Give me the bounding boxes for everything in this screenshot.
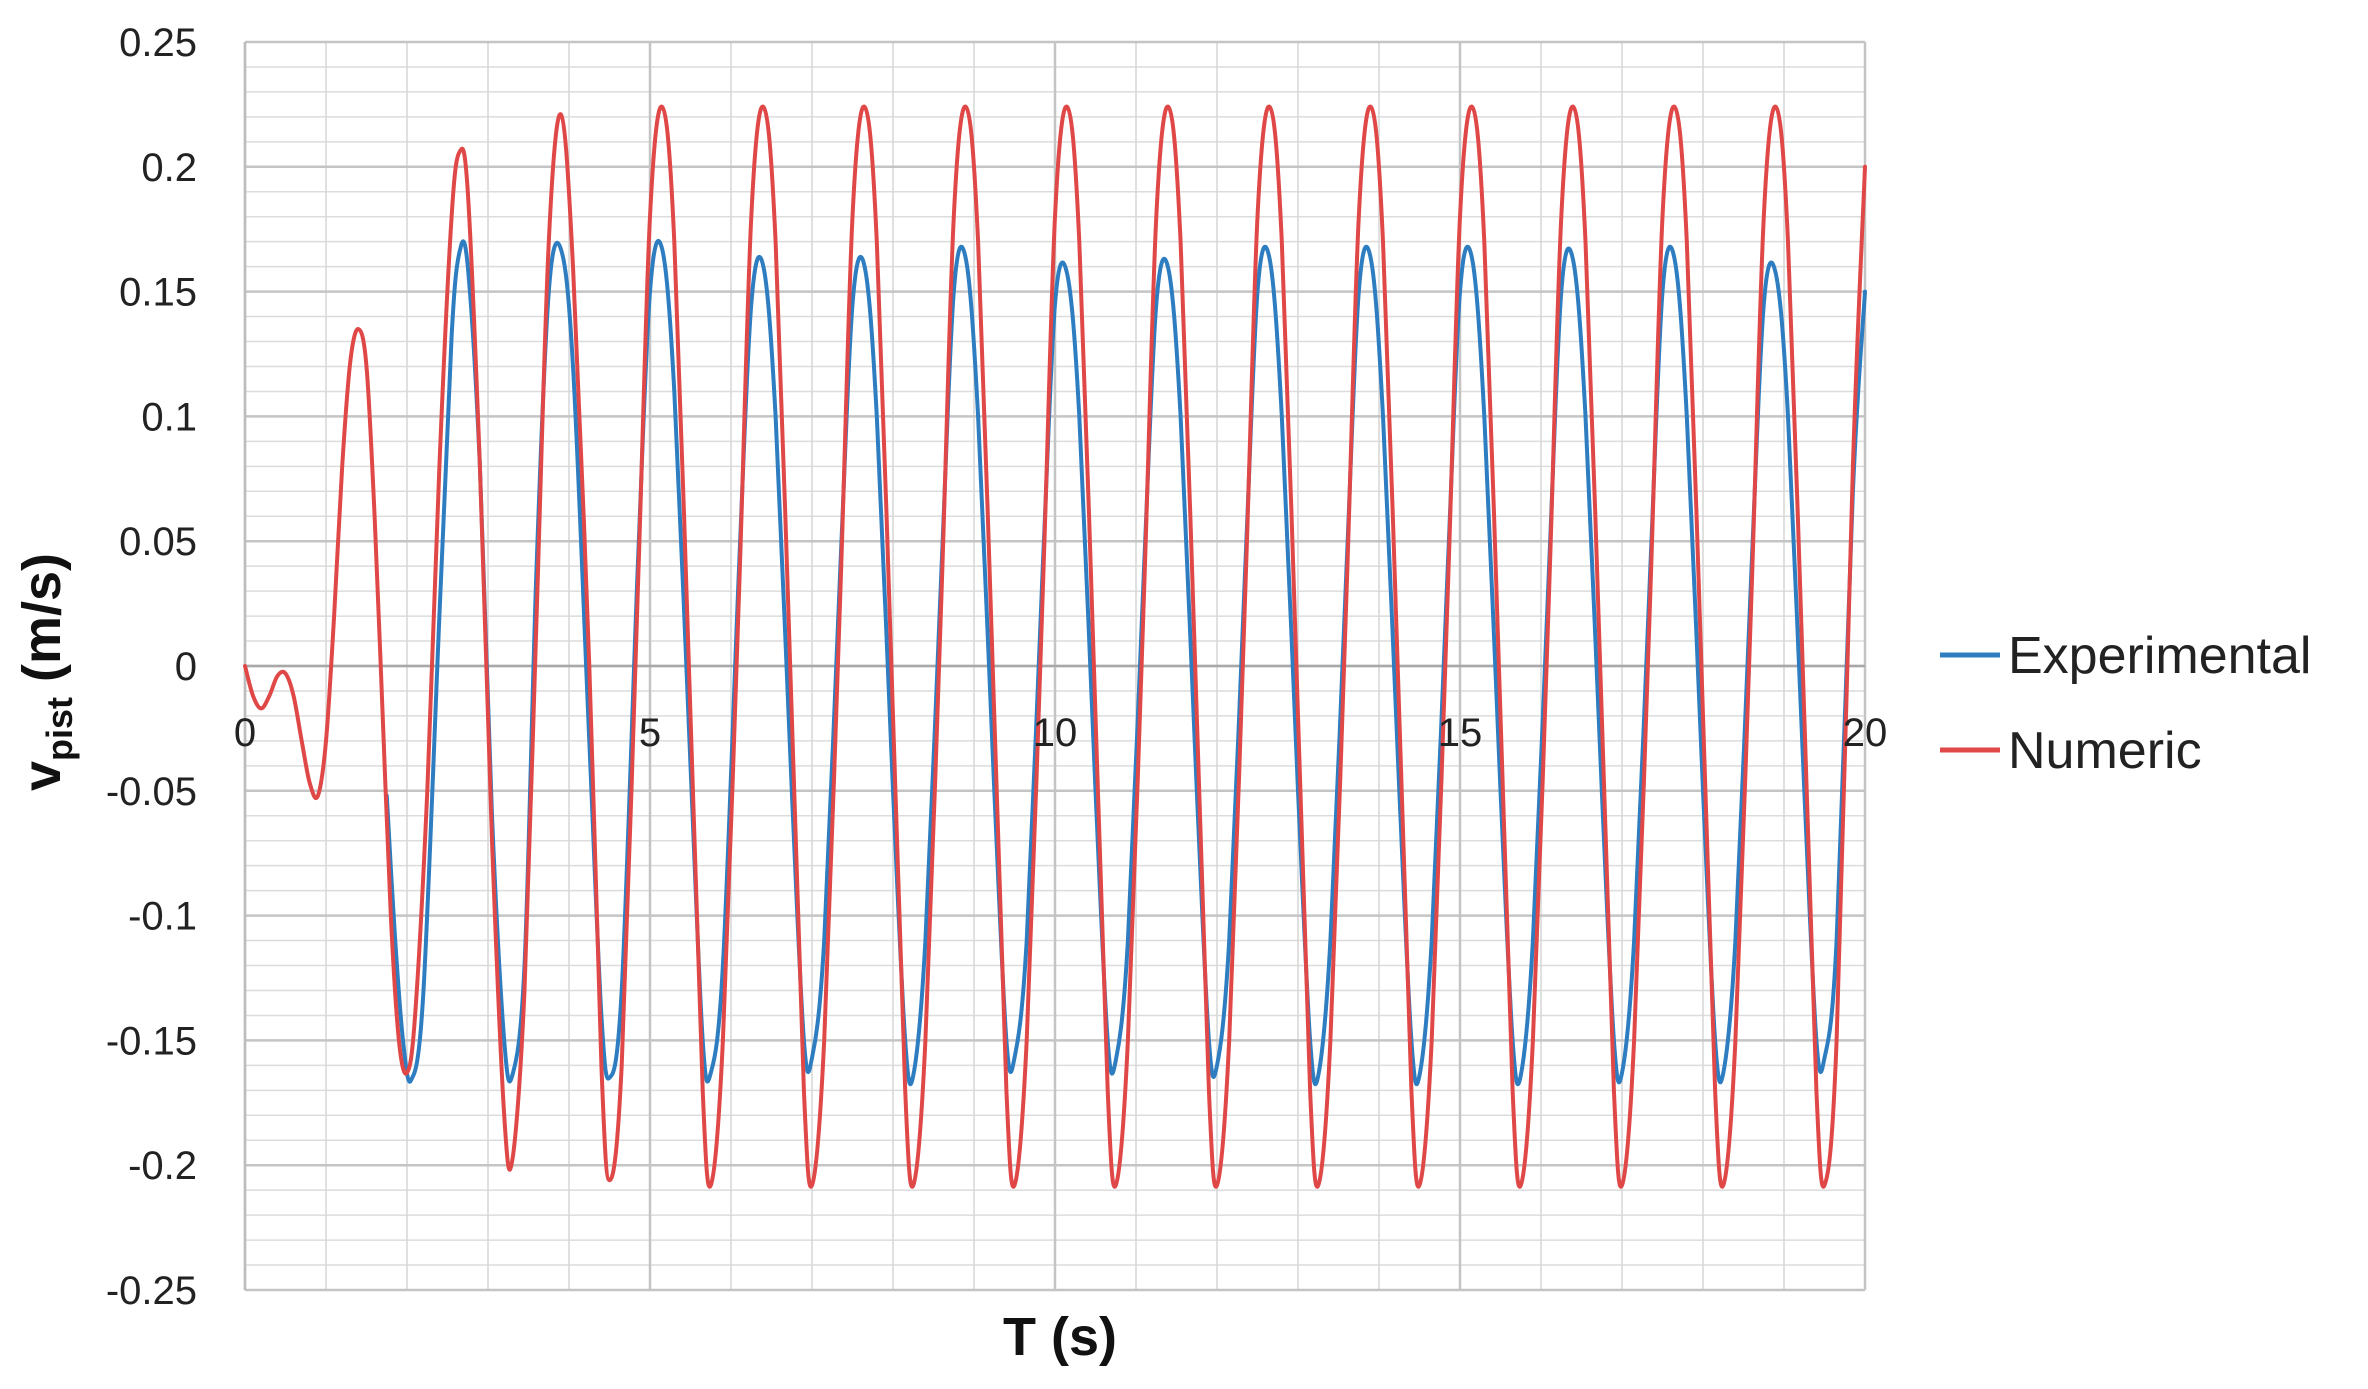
- y-axis-title-unit: (m/s): [12, 553, 72, 697]
- y-tick-label: 0.15: [119, 271, 197, 315]
- y-tick-label: 0.1: [141, 395, 197, 439]
- y-tick-label: -0.1: [128, 895, 197, 939]
- y-tick-label: -0.05: [106, 770, 197, 814]
- y-tick-label: 0.25: [119, 21, 197, 65]
- y-tick-label: 0.2: [141, 146, 197, 190]
- series-line-experimental: [384, 239, 1867, 1087]
- y-tick-label: 0.05: [119, 520, 197, 564]
- x-tick-label: 10: [1033, 711, 1078, 755]
- y-tick-label: -0.2: [128, 1144, 197, 1188]
- legend-label-numeric: Numeric: [2008, 722, 2202, 780]
- x-tick-label: 5: [639, 711, 661, 755]
- y-tick-labels: 0.25 0.2 0.15 0.1 0.05 0 -0.05 -0.1 -0.15 -0.2 -0.…: [106, 21, 197, 1313]
- x-tick-label: 0: [234, 711, 256, 755]
- legend: Experimental Numeric: [1940, 627, 2311, 780]
- x-tick-labels: 0 5 10 15 20: [234, 711, 1887, 755]
- y-tick-label: -0.25: [106, 1269, 197, 1313]
- y-tick-label: 0: [175, 645, 197, 689]
- y-axis-title-main: v: [12, 761, 72, 791]
- y-axis-title-subscript: pist: [39, 697, 80, 761]
- legend-label-experimental: Experimental: [2008, 627, 2311, 685]
- x-tick-label: 15: [1438, 711, 1483, 755]
- x-tick-label: 20: [1843, 711, 1888, 755]
- y-tick-label: -0.15: [106, 1019, 197, 1063]
- y-axis-title: vpist (m/s): [12, 553, 80, 791]
- series-lines: [243, 104, 1867, 1189]
- x-axis-title: T (s): [1003, 1307, 1117, 1367]
- series-line-numeric: [243, 104, 1867, 1189]
